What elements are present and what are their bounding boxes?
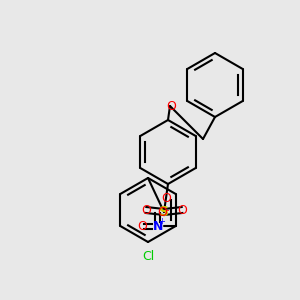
Text: O: O — [141, 203, 151, 217]
Text: O: O — [166, 100, 176, 112]
Text: -: - — [166, 205, 169, 215]
Text: Cl: Cl — [142, 250, 154, 263]
Text: O: O — [157, 206, 167, 220]
Text: N: N — [152, 220, 163, 232]
Text: +: + — [158, 218, 165, 226]
Text: S: S — [159, 205, 169, 219]
Text: O: O — [161, 191, 171, 205]
Text: O: O — [137, 220, 147, 232]
Text: O: O — [177, 203, 187, 217]
